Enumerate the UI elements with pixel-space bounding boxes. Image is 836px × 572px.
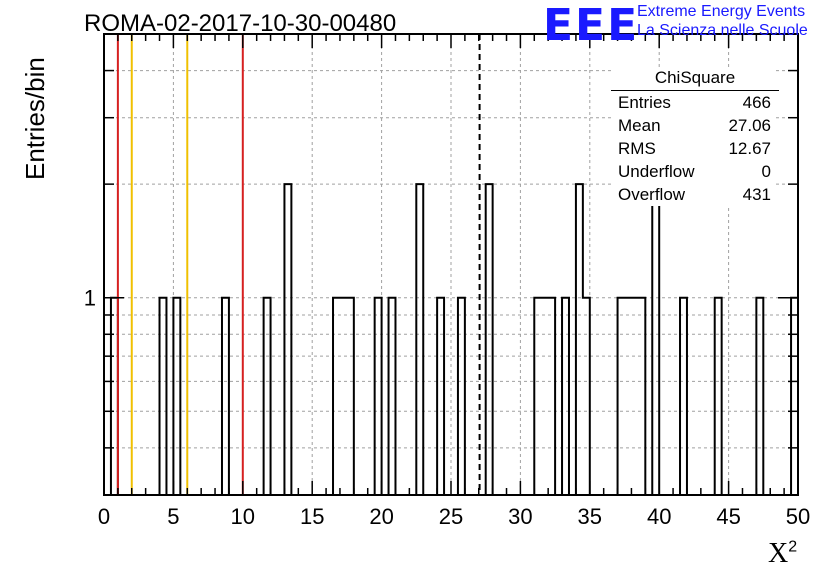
histogram-bin: [791, 298, 798, 495]
eee-logo: EEE: [543, 0, 640, 51]
stats-row-rms: RMS 12.67: [611, 137, 775, 160]
x-tick-label: 30: [508, 504, 532, 529]
x-axis-label-symbol: X: [768, 538, 789, 569]
logo-text-line1: Extreme Energy Events: [637, 3, 806, 20]
histogram-bin: [534, 298, 555, 495]
x-tick-label: 50: [786, 504, 810, 529]
x-tick-label: 20: [369, 504, 393, 529]
histogram-bin: [458, 298, 465, 495]
histogram-bin: [618, 298, 646, 495]
stats-box: ChiSquare Entries 466 Mean 27.06 RMS 12.…: [611, 68, 779, 206]
histogram-bin: [173, 298, 180, 495]
stats-value: 431: [742, 185, 771, 204]
histogram-bin: [715, 298, 722, 495]
histogram-bin: [160, 298, 167, 495]
x-tick-label: 45: [716, 504, 740, 529]
histogram-bin: [416, 184, 423, 495]
stats-label: Entries: [618, 93, 671, 112]
histogram-bin: [389, 298, 396, 495]
histogram-bin: [111, 298, 118, 495]
x-axis-label: X2: [768, 538, 797, 570]
stats-value: 466: [742, 93, 771, 112]
histogram-bin: [680, 298, 687, 495]
stats-label: Mean: [618, 116, 661, 135]
histogram-bin: [486, 184, 493, 495]
logo-text-line2: La Scienza nelle Scuole: [637, 22, 808, 39]
histogram-bin: [375, 298, 382, 495]
stats-value: 12.67: [728, 139, 771, 158]
x-tick-label: 35: [578, 504, 602, 529]
histogram-bin: [222, 298, 229, 495]
stats-row-mean: Mean 27.06: [611, 114, 775, 137]
x-axis-label-exponent: 2: [788, 538, 798, 556]
histogram-bin: [264, 298, 271, 495]
histogram-bin: [756, 298, 763, 495]
stats-label: Overflow: [618, 185, 686, 204]
y-axis-label: Entries/bin: [20, 57, 50, 180]
stats-label: Underflow: [618, 162, 695, 181]
x-tick-label: 10: [231, 504, 255, 529]
stats-row-overflow: Overflow 431: [611, 183, 775, 206]
histogram-bin: [652, 184, 659, 495]
stats-value: 27.06: [728, 116, 771, 135]
histogram-bin: [583, 298, 590, 495]
stats-row-entries: Entries 466: [611, 91, 775, 114]
histogram-bin: [576, 184, 583, 495]
stats-title: ChiSquare: [611, 68, 779, 91]
histogram-bin: [333, 298, 354, 495]
x-tick-label: 15: [300, 504, 324, 529]
x-tick-label: 0: [98, 504, 110, 529]
plot-title: ROMA-02-2017-10-30-00480: [84, 10, 397, 37]
x-tick-label: 40: [647, 504, 671, 529]
histogram-bin: [284, 184, 291, 495]
stats-label: RMS: [618, 139, 656, 158]
x-tick-label: 5: [167, 504, 179, 529]
histogram-bin: [437, 298, 444, 495]
x-tick-label: 25: [439, 504, 463, 529]
y-tick-label: 1: [84, 286, 96, 311]
stats-row-underflow: Underflow 0: [611, 160, 775, 183]
stats-value: 0: [761, 162, 771, 181]
histogram-bin: [562, 298, 569, 495]
